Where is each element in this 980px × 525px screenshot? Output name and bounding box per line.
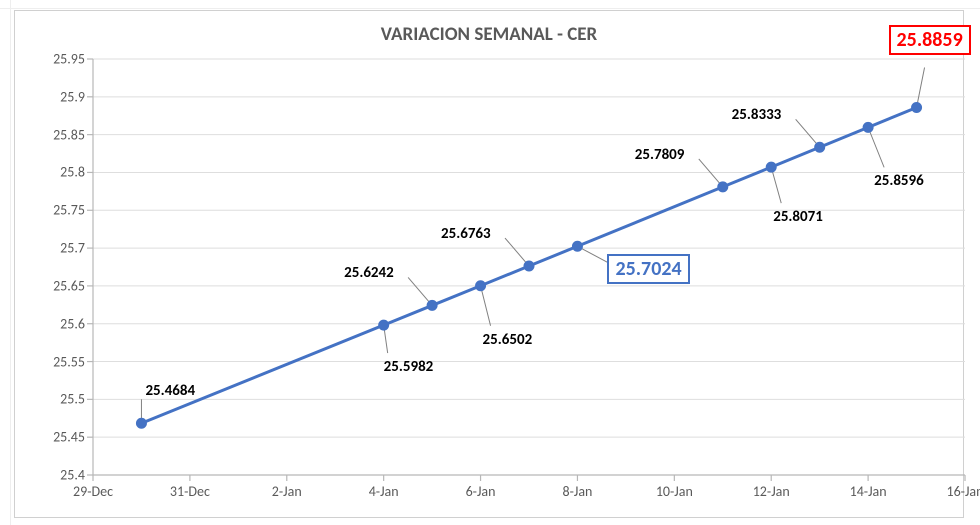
x-axis-tick-label: 6-Jan (466, 475, 496, 500)
data-label: 25.8071 (765, 205, 831, 230)
y-axis-tick-label: 25.6 (60, 315, 93, 332)
data-label: 25.6242 (336, 261, 402, 286)
y-axis-tick-label: 25.8 (60, 164, 93, 181)
chart-frame[interactable]: VARIACION SEMANAL - CER 25.425.4525.525.… (14, 10, 964, 518)
x-axis-tick-label: 2-Jan (272, 475, 302, 500)
data-label: 25.8333 (724, 103, 790, 128)
y-axis-tick-label: 25.65 (53, 277, 93, 294)
x-axis-tick-label: 4-Jan (369, 475, 399, 500)
y-axis-tick-label: 25.55 (53, 353, 93, 370)
data-label: 25.8596 (866, 169, 932, 194)
chart-title: VARIACION SEMANAL - CER (15, 23, 963, 46)
sheet-gridline (0, 0, 11, 525)
y-axis-tick-label: 25.95 (53, 51, 93, 68)
data-label: 25.5982 (376, 355, 442, 380)
y-axis-tick-label: 25.85 (53, 126, 93, 143)
x-axis-tick-label: 16-Jan (946, 475, 980, 500)
data-label-highlight: 25.7024 (607, 254, 689, 284)
y-axis-tick-label: 25.9 (60, 88, 93, 105)
y-axis-tick-label: 25.5 (60, 391, 93, 408)
x-axis-tick-label: 29-Dec (73, 475, 113, 500)
data-label: 25.6763 (433, 222, 499, 247)
x-axis-tick-label: 8-Jan (562, 475, 592, 500)
sheet-gridline (0, 0, 980, 9)
y-axis-tick-label: 25.7 (60, 240, 93, 257)
data-label: 25.6502 (475, 328, 541, 353)
data-label-highlight: 25.8859 (889, 25, 971, 55)
y-axis-tick-label: 25.75 (53, 202, 93, 219)
chart-svg (93, 59, 965, 475)
x-axis-tick-label: 12-Jan (753, 475, 790, 500)
y-axis-tick-label: 25.45 (53, 429, 93, 446)
plot-area: 25.425.4525.525.5525.625.6525.725.7525.8… (93, 59, 965, 475)
x-axis-tick-label: 31-Dec (170, 475, 210, 500)
x-axis-tick-label: 14-Jan (850, 475, 887, 500)
data-label: 25.4684 (137, 379, 203, 404)
x-axis-tick-label: 10-Jan (656, 475, 693, 500)
data-label: 25.7809 (627, 143, 693, 168)
